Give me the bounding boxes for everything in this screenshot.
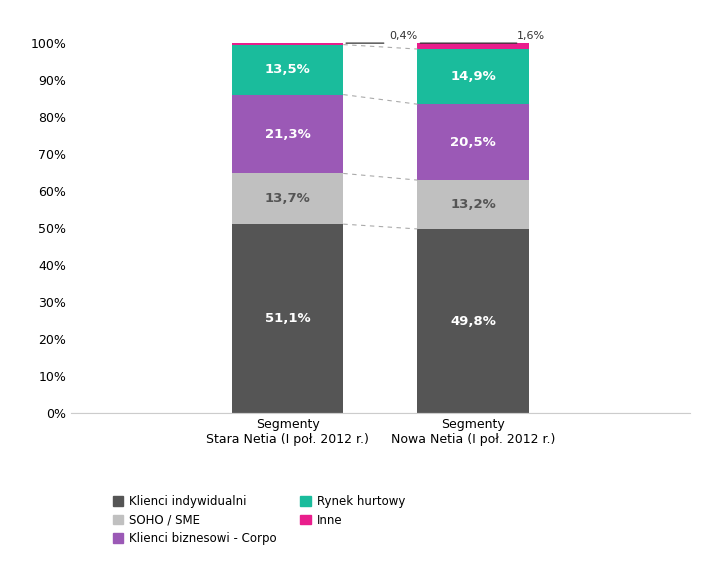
Bar bbox=[232, 95, 343, 173]
Bar bbox=[417, 180, 529, 229]
Text: 20,5%: 20,5% bbox=[450, 135, 496, 149]
Bar bbox=[417, 43, 529, 49]
Text: 51,1%: 51,1% bbox=[264, 312, 311, 325]
Bar bbox=[417, 49, 529, 104]
Text: 14,9%: 14,9% bbox=[450, 70, 496, 83]
Bar bbox=[232, 45, 343, 95]
Legend: Klienci indywidualni, SOHO / SME, Klienci biznesowi - Corpo, Rynek hurtowy, Inne: Klienci indywidualni, SOHO / SME, Klienc… bbox=[108, 490, 410, 549]
Text: 1,6%: 1,6% bbox=[516, 31, 545, 41]
Text: 49,8%: 49,8% bbox=[450, 315, 496, 328]
Bar bbox=[232, 43, 343, 45]
Text: 21,3%: 21,3% bbox=[264, 127, 311, 141]
Text: 13,2%: 13,2% bbox=[450, 198, 496, 211]
Bar bbox=[232, 173, 343, 224]
Text: 0,4%: 0,4% bbox=[390, 31, 418, 41]
Bar bbox=[417, 104, 529, 180]
Bar bbox=[232, 224, 343, 413]
Text: 13,5%: 13,5% bbox=[264, 63, 311, 76]
Text: 13,7%: 13,7% bbox=[264, 192, 311, 205]
Bar bbox=[417, 229, 529, 413]
